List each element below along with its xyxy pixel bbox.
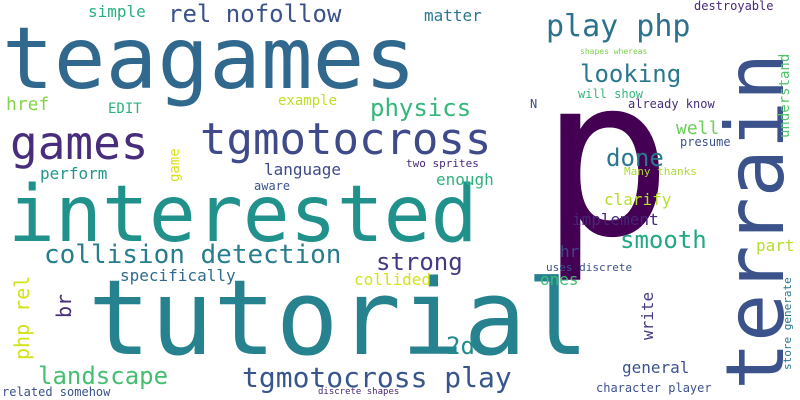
word: looking [580,62,681,86]
word: href [6,96,49,114]
word: language [264,162,341,178]
word: aware [254,180,290,192]
word: ones [540,272,579,288]
word: write [640,292,656,340]
word: already know [628,98,715,110]
word: related somehow [2,386,110,398]
word: game [168,148,182,182]
word: character player [596,382,712,394]
word: simple [88,4,146,20]
word: general [622,360,689,376]
word: hr [560,244,579,260]
word: destroyable [694,0,773,12]
word: enough [436,172,494,188]
word: store generate [782,277,793,370]
word: shapes whereas [580,48,647,56]
word: two sprites [406,158,479,169]
word: perform [40,166,107,182]
word: smooth [620,228,707,252]
word: discrete shapes [318,388,399,397]
word: implement [572,212,659,228]
word: part [756,238,795,254]
word: matter [424,8,482,24]
word: play php [546,12,691,42]
word: example [278,94,337,108]
word: presume [680,136,731,148]
word: specifically [120,268,236,284]
word: collided [354,272,431,288]
word: tgmotocross [200,118,491,162]
word: EDIT [108,102,142,116]
word: clarify [604,192,671,208]
word: N [530,98,537,110]
word: Many thanks [624,166,697,177]
word: br [54,294,74,318]
word: physics [370,96,471,120]
word: collision detection [44,242,341,268]
word: 2d [446,334,475,358]
word: understand [778,54,792,138]
word: teagames [2,16,416,102]
word: games [10,120,148,166]
word: uses discrete [546,262,632,273]
word: rel nofollow [168,2,341,26]
word: php rel [12,276,32,360]
